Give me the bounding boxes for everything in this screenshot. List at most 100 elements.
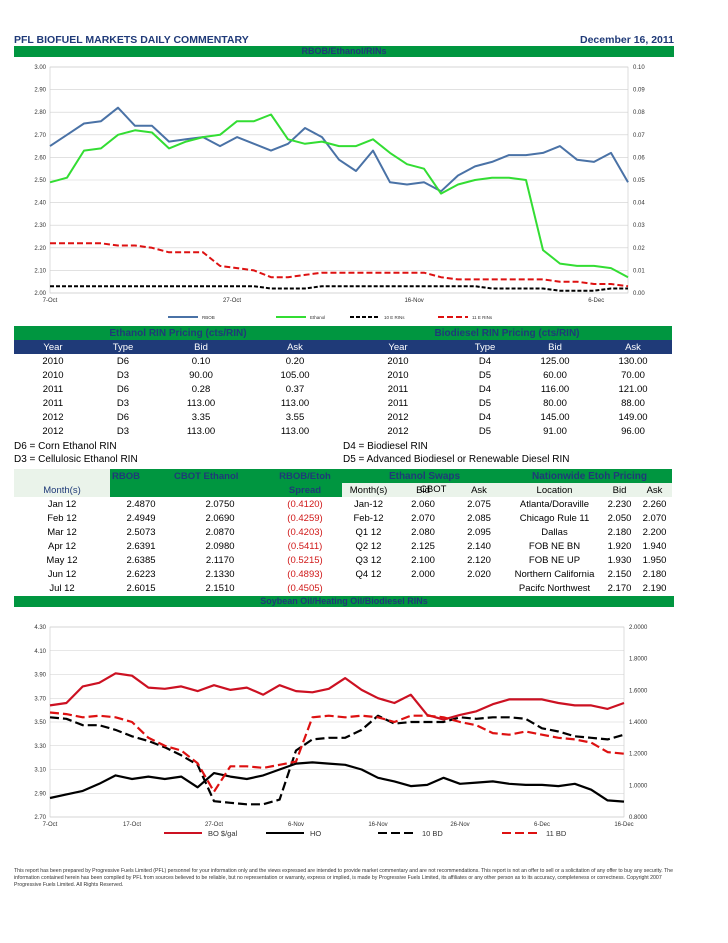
etoh-row: Chicago Rule 11 2.050 2.070 — [507, 511, 672, 525]
left-axis-tick: 2.30 — [34, 223, 46, 229]
etoh-cell: 2.050 — [607, 512, 632, 524]
biodiesel-rin-cell: 91.00 — [543, 425, 567, 437]
series-11-e-rins — [50, 242, 629, 288]
biodiesel-rin-row: 2011 D4 116.00 121.00 — [342, 382, 672, 396]
swaps-title: Ethanol Swaps — [388, 470, 461, 482]
ethanol-rin-cell: D6 — [116, 411, 130, 423]
swaps-cell: 2.020 — [467, 568, 491, 580]
biodiesel-rin-header-row: Year Type Bid Ask — [342, 340, 672, 354]
rbob-cell: May 12 — [46, 554, 78, 566]
rbob-cbot-table: RBOB CBOT Ethanol RBOB/Etoh Month(s) Spr… — [14, 469, 342, 595]
ethanol-rin-cell: 0.37 — [285, 383, 305, 395]
rbob-cell: 2.0750 — [205, 498, 235, 510]
biodiesel-rin-cell: D4 — [478, 355, 492, 367]
biodiesel-rin-cell: 80.00 — [543, 397, 567, 409]
report-title: PFL BIOFUEL MARKETS DAILY COMMENTARY — [14, 34, 249, 46]
x-axis-tick: 6-Nov — [288, 822, 304, 828]
right-axis-tick: 0.08 — [633, 110, 645, 116]
etoh-cell: 2.260 — [642, 498, 667, 510]
rbob-cell: 2.1510 — [205, 582, 235, 594]
etoh-cell: Dallas — [541, 526, 568, 538]
rbob-cell: (0.5215) — [287, 554, 323, 566]
biodiesel-rin-cell: 149.00 — [618, 411, 648, 423]
rbob-cell: Jun 12 — [47, 568, 77, 580]
legend-label: BO $/gal — [208, 829, 238, 838]
etoh-cell: 2.190 — [642, 582, 667, 594]
ethanol-rin-row: 2011 D6 0.28 0.37 — [14, 382, 342, 396]
biodiesel-rin-cell: 121.00 — [618, 383, 648, 395]
ethanol-rin-cell: D3 — [116, 397, 130, 409]
right-axis-tick: 1.6000 — [629, 688, 648, 694]
etoh-cell: Chicago Rule 11 — [519, 512, 590, 524]
legend-label: 11 BD — [546, 829, 567, 838]
swaps-cell: Jan-12 — [353, 498, 384, 510]
ethanol-rin-definitions: D6 = Corn Ethanol RIN D3 = Cellulosic Et… — [14, 440, 138, 466]
left-axis-tick: 2.20 — [34, 246, 46, 252]
series-11-bd — [49, 711, 625, 793]
swaps-cell: 2.100 — [411, 554, 435, 566]
swaps-cell: 2.000 — [411, 568, 435, 580]
ethanol-rin-cell: D6 — [116, 383, 130, 395]
rbob-row: Jan 12 2.4870 2.0750 (0.4120) — [14, 497, 342, 511]
swaps-row: Q4 12 2.000 2.020 — [342, 567, 507, 581]
rbob-cell: (0.4505) — [287, 582, 323, 594]
biodiesel-rin-cell: 125.00 — [540, 355, 570, 367]
col-ask: Ask — [625, 341, 641, 353]
col-bid: Bid — [602, 483, 637, 497]
col-cbot-ethanol: CBOT Ethanol — [172, 469, 268, 483]
etoh-cell: 2.170 — [607, 582, 632, 594]
left-axis-tick: 2.70 — [34, 815, 46, 821]
biodiesel-rin-cell: D4 — [478, 411, 492, 423]
col-month: Month(s) — [14, 483, 110, 497]
swaps-cell: Q2 12 — [355, 540, 382, 552]
legend-label: HO — [310, 829, 321, 838]
biodiesel-rin-cell: 60.00 — [543, 369, 567, 381]
right-axis-tick: 0.01 — [633, 268, 645, 274]
swaps-cell: 2.140 — [467, 540, 491, 552]
col-spread-2: Spread — [268, 483, 342, 497]
biodiesel-rin-cell: 130.00 — [618, 355, 648, 367]
x-axis-tick: 26-Nov — [450, 822, 469, 828]
swaps-cell: 2.060 — [411, 498, 435, 510]
def-d3: D3 = Cellulosic Ethanol RIN — [14, 454, 138, 465]
right-axis-tick: 0.10 — [633, 65, 645, 71]
col-year: Year — [388, 341, 408, 353]
etoh-cell: Northern California — [514, 568, 595, 580]
ethanol-rin-cell: 2012 — [42, 425, 64, 437]
swaps-row: Q1 12 2.080 2.095 — [342, 525, 507, 539]
rbob-row: Jun 12 2.6223 2.1330 (0.4893) — [14, 567, 342, 581]
biodiesel-rin-cell: 2012 — [387, 425, 409, 437]
rbob-cell: Apr 12 — [48, 540, 76, 552]
col-spread: RBOB/Etoh — [268, 469, 342, 483]
ethanol-rin-title: Ethanol RIN Pricing (cts/RIN) — [109, 327, 247, 339]
right-axis-tick: 0.09 — [633, 88, 645, 94]
ethanol-rin-cell: 3.55 — [285, 411, 305, 423]
left-axis-tick: 2.90 — [34, 88, 46, 94]
etoh-cell: 2.180 — [642, 568, 667, 580]
col-type: Type — [112, 341, 134, 353]
x-axis-tick: 17-Oct — [123, 822, 141, 828]
swaps-cell: Q4 12 — [355, 568, 382, 580]
biodiesel-rin-definitions: D4 = Biodiesel RIN D5 = Advanced Biodies… — [343, 440, 570, 466]
biodiesel-rin-table: Biodiesel RIN Pricing (cts/RIN) Year Typ… — [342, 326, 672, 438]
col-location: Location — [507, 483, 602, 497]
ethanol-rin-cell: D3 — [116, 425, 130, 437]
ethanol-rin-cell: 3.35 — [191, 411, 211, 423]
col-bid: Bid — [194, 341, 208, 353]
rbob-cell: 2.0980 — [205, 540, 235, 552]
legend-label: 10 E RINs — [384, 315, 405, 320]
etoh-cell: 1.920 — [607, 540, 632, 552]
report-date: December 16, 2011 — [580, 34, 674, 46]
etoh-cell: 1.930 — [607, 554, 632, 566]
biodiesel-rin-cell: 145.00 — [540, 411, 570, 423]
etoh-row: FOB NE BN 1.920 1.940 — [507, 539, 672, 553]
right-axis-tick: 0.05 — [633, 178, 645, 184]
ethanol-rin-cell: 2011 — [42, 397, 64, 409]
biodiesel-rin-row: 2011 D5 80.00 88.00 — [342, 396, 672, 410]
series-ho — [49, 761, 625, 803]
x-axis-tick: 16-Dec — [614, 822, 633, 828]
right-axis-tick: 0.07 — [633, 133, 645, 139]
ethanol-rin-cell: 2010 — [42, 369, 64, 381]
ethanol-rin-cell: 0.20 — [285, 355, 305, 367]
rbob-cell: 2.1330 — [205, 568, 235, 580]
